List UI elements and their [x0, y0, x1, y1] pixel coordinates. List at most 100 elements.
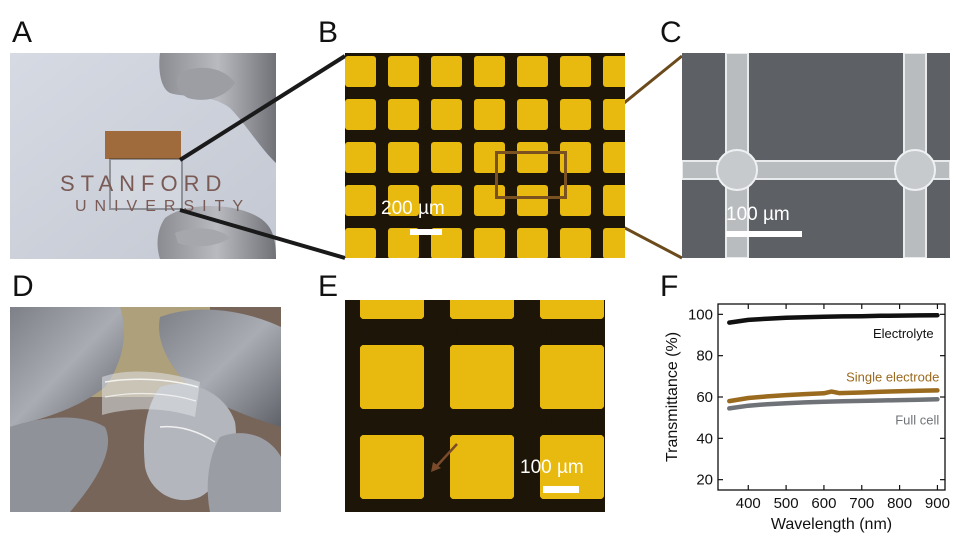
grid-e-node: [507, 312, 547, 352]
grid-e-node: [345, 312, 367, 352]
grid-b-square: [603, 185, 625, 216]
grid-e-square: [450, 300, 514, 319]
scalebar-label-e: 100 µm: [520, 457, 584, 478]
grid-e-square: [540, 435, 604, 499]
grid-b-square: [431, 228, 462, 258]
y-tick-label: 80: [696, 348, 713, 365]
grid-e-node: [345, 402, 367, 442]
panel-label-b: B: [318, 16, 339, 49]
grid-b-square: [345, 142, 376, 173]
grid-b-drawing: [345, 53, 625, 258]
series-line-0: [727, 312, 940, 325]
scalebar-label-c: 100 µm: [726, 204, 790, 225]
grid-b-node: [502, 170, 520, 188]
scalebar-c: [726, 231, 802, 237]
grid-b-node: [416, 84, 434, 102]
connector-a-b-bottom: [179, 208, 346, 260]
grid-b-node: [505, 256, 517, 258]
panel-label-f: F: [660, 270, 679, 303]
grid-b-node: [502, 213, 520, 231]
micrograph-grid-low-mag: 200 µm: [345, 53, 625, 258]
y-tick-label: 60: [696, 389, 713, 406]
grid-b-square: [603, 142, 625, 173]
grid-b-node: [591, 256, 603, 258]
grid-b-node: [588, 213, 606, 231]
grid-b-node: [545, 53, 563, 59]
grid-b-square: [431, 185, 462, 216]
grid-e-square: [360, 345, 424, 409]
panel-label-e: E: [318, 270, 339, 303]
grid-b-node: [345, 86, 348, 100]
series-line-1: [727, 388, 940, 404]
grid-b-square: [603, 228, 625, 258]
grid-e-node: [507, 492, 547, 512]
grid-b-node: [373, 127, 391, 145]
grid-b-node: [502, 127, 520, 145]
grid-b-square: [474, 99, 505, 130]
grid-b-node: [548, 256, 560, 258]
grid-b-node: [462, 256, 474, 258]
grid-b-node: [459, 213, 477, 231]
grid-b-square: [431, 56, 462, 87]
series-label-2: Full cell: [895, 413, 939, 428]
grid-b-node: [373, 170, 391, 188]
grid-e-square: [360, 300, 424, 319]
x-tick-label: 800: [887, 495, 912, 512]
grid-b-node: [459, 170, 477, 188]
grid-b-square: [517, 56, 548, 87]
grid-e-square: [360, 435, 424, 499]
grid-b-node: [416, 170, 434, 188]
grid-b-node: [459, 127, 477, 145]
grid-b-node: [345, 215, 348, 229]
grid-b-square: [388, 99, 419, 130]
panel-label-d: D: [12, 270, 34, 303]
grid-b-node: [373, 53, 391, 59]
grid-e-square: [540, 300, 604, 319]
scalebar-label-b: 200 µm: [381, 198, 445, 219]
x-axis-label: Wavelength (nm): [771, 516, 892, 533]
grid-b-node: [502, 84, 520, 102]
grid-b-node: [373, 213, 391, 231]
grid-b-node: [345, 172, 348, 186]
grid-b-node: [588, 170, 606, 188]
grid-b-square: [560, 228, 591, 258]
grid-e-square: [450, 345, 514, 409]
grid-b-square: [388, 142, 419, 173]
grid-b-node: [376, 256, 388, 258]
grid-b-node: [373, 84, 391, 102]
x-tick-label: 700: [849, 495, 874, 512]
sem-c-drawing: [682, 53, 950, 258]
grid-b-square: [345, 228, 376, 258]
grid-b-square: [431, 142, 462, 173]
grid-b-square: [603, 56, 625, 87]
y-tick-label: 100: [688, 306, 713, 323]
grid-b-square: [388, 228, 419, 258]
grid-b-node: [419, 256, 431, 258]
arrow-icon: [431, 443, 458, 472]
scalebar-b: [410, 229, 442, 235]
grid-b-node: [545, 213, 563, 231]
grid-b-node: [545, 84, 563, 102]
grid-b-square: [474, 228, 505, 258]
grid-b-square: [560, 185, 591, 216]
scalebar-e: [543, 486, 579, 493]
grid-e-node: [417, 402, 457, 442]
grid-b-square: [603, 99, 625, 130]
grid-b-node: [345, 129, 348, 143]
transmittance-chart: 400 500 600 700 800 900 20 40 60 80 100 Wavelength …: [664, 303, 950, 533]
grid-b-square: [560, 142, 591, 173]
grid-b-square: [345, 99, 376, 130]
grid-b-square: [517, 228, 548, 258]
grid-b-square: [517, 142, 548, 173]
grid-b-node: [588, 127, 606, 145]
x-tick-label: 900: [925, 495, 950, 512]
grid-b-square: [474, 56, 505, 87]
y-tick-label: 40: [696, 430, 713, 447]
micrograph-grid-high-mag: 100 µm: [682, 53, 950, 258]
grid-e-node: [345, 492, 367, 512]
grid-b-node: [459, 53, 477, 59]
series-label-0: Electrolyte: [873, 326, 934, 341]
grid-b-square: [388, 56, 419, 87]
grid-b-node: [416, 127, 434, 145]
micrograph-grid-stretched: 100 µm: [345, 300, 605, 512]
